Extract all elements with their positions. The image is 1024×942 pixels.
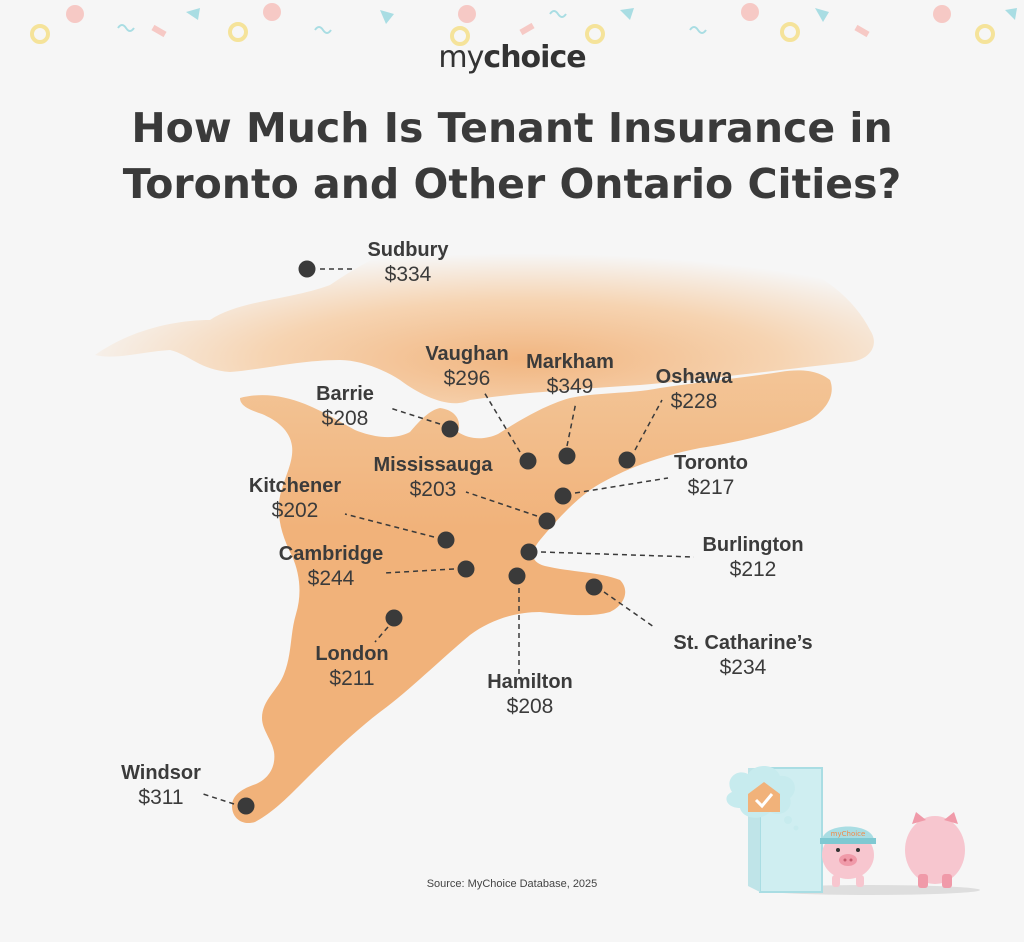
city-price: $217	[687, 476, 735, 499]
city-name: Vaughan	[425, 343, 509, 365]
city-name: Barrie	[316, 383, 374, 405]
northern-land-shape	[95, 227, 874, 404]
connector-line-toronto	[574, 477, 669, 494]
city-marker-burlington	[520, 543, 538, 561]
logo-light-text: my	[438, 40, 484, 75]
city-marker-oshawa	[618, 451, 636, 469]
city-name: Oshawa	[655, 366, 733, 388]
city-name: Cambridge	[278, 543, 384, 565]
city-marker-vaughan	[519, 452, 537, 470]
city-label-mississauga: Mississauga $203	[374, 453, 493, 503]
city-marker-barrie	[441, 420, 459, 438]
city-marker-kitchener	[437, 531, 455, 549]
connector-line-st-catharines	[603, 591, 655, 628]
city-price: $311	[138, 786, 184, 809]
piggy-bank-icon: myChoice	[820, 812, 965, 888]
city-price: $202	[271, 499, 319, 522]
connector-lines	[199, 268, 695, 805]
city-marker-hamilton	[508, 567, 526, 585]
city-price: $208	[321, 407, 369, 430]
city-price: $234	[719, 656, 767, 679]
confetti-decoration	[30, 3, 1017, 46]
city-marker-windsor	[237, 797, 255, 815]
city-label-markham: Markham $349	[526, 350, 614, 400]
city-label-kitchener: Kitchener $202	[249, 474, 341, 524]
city-marker-markham	[558, 447, 576, 465]
city-label-hamilton: Hamilton $208	[487, 670, 573, 720]
piggy-bank-mascot-illustration: myChoice	[726, 765, 980, 895]
city-label-london: London $211	[315, 642, 388, 692]
city-label-toronto: Toronto $217	[674, 451, 748, 501]
city-price: $296	[443, 367, 491, 390]
city-marker-sudbury	[298, 260, 316, 278]
city-price: $212	[729, 558, 777, 581]
city-label-burlington: Burlington $212	[702, 533, 803, 583]
city-price: $203	[409, 478, 457, 501]
house-check-icon	[726, 765, 799, 831]
city-marker-mississauga	[538, 512, 556, 530]
city-name: Markham	[526, 351, 614, 373]
connector-line-markham	[566, 401, 577, 447]
city-label-cambridge: Cambridge $244	[279, 542, 383, 592]
city-price: $208	[506, 695, 554, 718]
city-name: St. Catharine’s	[673, 632, 813, 654]
city-marker-london	[385, 609, 403, 627]
city-name: Hamilton	[487, 671, 573, 693]
city-label-st-catharines: St. Catharine’s $234	[673, 631, 812, 681]
city-name: Kitchener	[248, 475, 342, 497]
page-title: How Much Is Tenant Insurance in Toronto …	[122, 104, 902, 208]
southern-ontario-land-shape	[232, 370, 832, 824]
city-name: Mississauga	[373, 454, 493, 476]
city-marker-st-catharines	[585, 578, 603, 596]
city-label-barrie: Barrie $208	[316, 382, 374, 432]
city-markers	[237, 260, 636, 815]
city-marker-cambridge	[457, 560, 475, 578]
connector-line-oshawa	[634, 399, 663, 451]
city-label-vaughan: Vaughan $296	[425, 342, 508, 392]
city-marker-toronto	[554, 487, 572, 505]
city-price: $228	[670, 390, 718, 413]
logo-bold-text: choice	[483, 40, 586, 75]
city-price: $211	[329, 667, 375, 690]
connector-line-vaughan	[483, 391, 521, 453]
city-price: $244	[307, 567, 355, 590]
connector-line-kitchener	[344, 513, 435, 538]
city-label-windsor: Windsor $311	[121, 761, 201, 811]
city-name: London	[315, 643, 389, 665]
city-name: Windsor	[121, 762, 201, 784]
connector-line-windsor	[199, 792, 235, 805]
brand-logo: mychoice	[0, 40, 1024, 75]
connector-line-london	[374, 626, 389, 643]
city-price: $334	[384, 263, 432, 286]
city-label-oshawa: Oshawa $228	[656, 365, 733, 415]
cap-text: myChoice	[831, 830, 866, 838]
connector-line-burlington	[540, 551, 695, 558]
city-name: Toronto	[673, 452, 749, 474]
connector-line-mississauga	[465, 491, 538, 517]
connector-line-cambridge	[383, 568, 455, 574]
source-note: Source: MyChoice Database, 2025	[426, 878, 598, 890]
city-price: $349	[546, 375, 594, 398]
city-name: Sudbury	[367, 239, 449, 261]
city-label-sudbury: Sudbury $334	[367, 238, 448, 288]
city-name: Burlington	[702, 534, 804, 556]
